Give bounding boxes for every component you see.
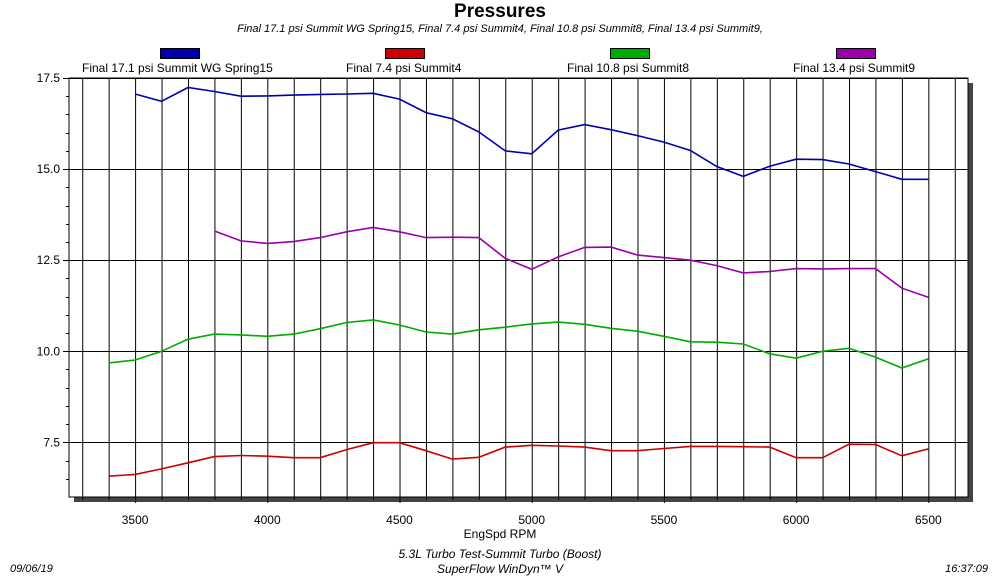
y-tick-label: 7.5	[43, 435, 60, 449]
legend-label-series-3: Final 10.8 psi Summit8	[567, 61, 690, 75]
x-tick-label: 4000	[254, 513, 281, 527]
legend-swatch-series-2	[385, 48, 425, 59]
series-line-4	[214, 226, 929, 299]
series-line-1	[134, 86, 929, 181]
footer-test-name: 5.3L Turbo Test-Summit Turbo (Boost)	[398, 547, 602, 561]
y-tick-label: 10.0	[37, 344, 61, 358]
footer-date: 09/06/19	[10, 563, 53, 575]
y-tick-label: 12.5	[37, 253, 61, 267]
chart-title: Pressures	[454, 1, 546, 22]
legend-swatch-series-1	[160, 48, 200, 59]
x-tick-label: 3500	[122, 513, 149, 527]
series-line-2	[108, 441, 929, 477]
footer-time: 16:37:09	[945, 563, 988, 575]
chart-subtitle: Final 17.1 psi Summit WG Spring15, Final…	[237, 23, 763, 35]
legend-label-series-1: Final 17.1 psi Summit WG Spring15	[82, 61, 273, 75]
y-tick-label: 15.0	[37, 162, 61, 176]
series-line-3	[108, 319, 929, 369]
legend-label-series-4: Final 13.4 psi Summit9	[793, 61, 916, 75]
x-axis-label: EngSpd RPM	[463, 527, 537, 541]
x-tick-label: 6000	[783, 513, 810, 527]
plot-area	[68, 77, 969, 498]
footer-software: SuperFlow WinDyn™ V	[437, 562, 563, 576]
x-tick-label: 6500	[915, 513, 942, 527]
legend-swatch-series-4	[836, 48, 876, 59]
x-tick-label: 4500	[386, 513, 413, 527]
x-tick-label: 5500	[651, 513, 678, 527]
y-tick-label: 17.5	[37, 71, 61, 85]
x-tick-label: 5000	[518, 513, 545, 527]
legend-label-series-2: Final 7.4 psi Summit4	[346, 61, 462, 75]
legend-swatch-series-3	[610, 48, 650, 59]
